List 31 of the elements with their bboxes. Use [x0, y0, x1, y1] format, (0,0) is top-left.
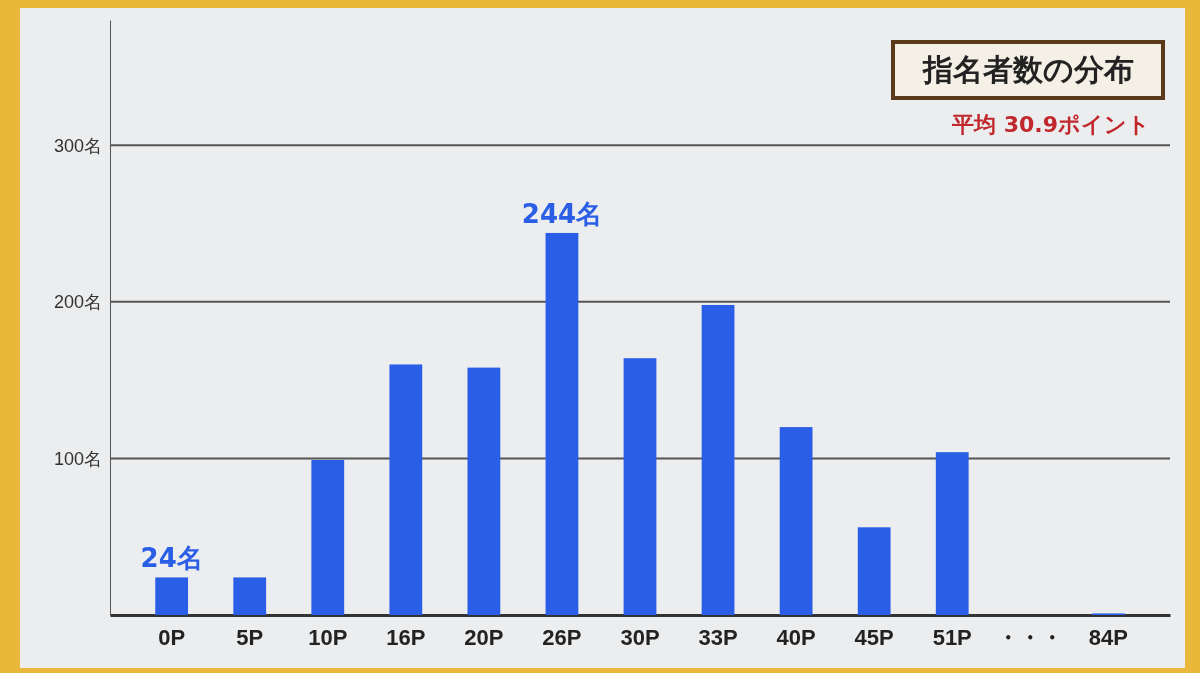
x-tick-label: 5P	[236, 624, 264, 650]
x-tick-label: 33P	[698, 624, 738, 650]
bar	[779, 427, 813, 615]
bar	[701, 304, 735, 615]
bar	[935, 452, 969, 615]
y-tick-label: 200名	[53, 292, 102, 313]
bar	[311, 459, 345, 615]
y-tick-label: 300名	[53, 135, 102, 156]
annotation: 平均 30.9ポイント	[951, 112, 1150, 137]
x-tick-label: 16P	[386, 624, 426, 650]
data-label: 244名	[521, 198, 603, 229]
bar	[467, 367, 501, 615]
x-tick-label: 20P	[464, 624, 504, 650]
bar	[545, 232, 579, 615]
x-tick-label: 0P	[158, 624, 186, 650]
text: 指名者数の分布	[921, 52, 1134, 87]
y-tick-label: 100名	[53, 448, 102, 469]
x-tick-label: ・・・	[997, 624, 1064, 650]
data-label: 24名	[140, 543, 203, 574]
x-tick-label: 51P	[932, 624, 972, 650]
x-tick-label: 45P	[854, 624, 894, 650]
bar	[857, 527, 891, 615]
x-tick-label: 40P	[776, 624, 816, 650]
bar	[155, 577, 189, 615]
x-tick-label: 30P	[620, 624, 660, 650]
bar	[389, 364, 423, 615]
bar	[233, 577, 267, 615]
x-tick-label: 84P	[1088, 624, 1128, 650]
x-tick-label: 10P	[308, 624, 348, 650]
bar	[623, 358, 657, 615]
x-tick-label: 26P	[542, 624, 582, 650]
